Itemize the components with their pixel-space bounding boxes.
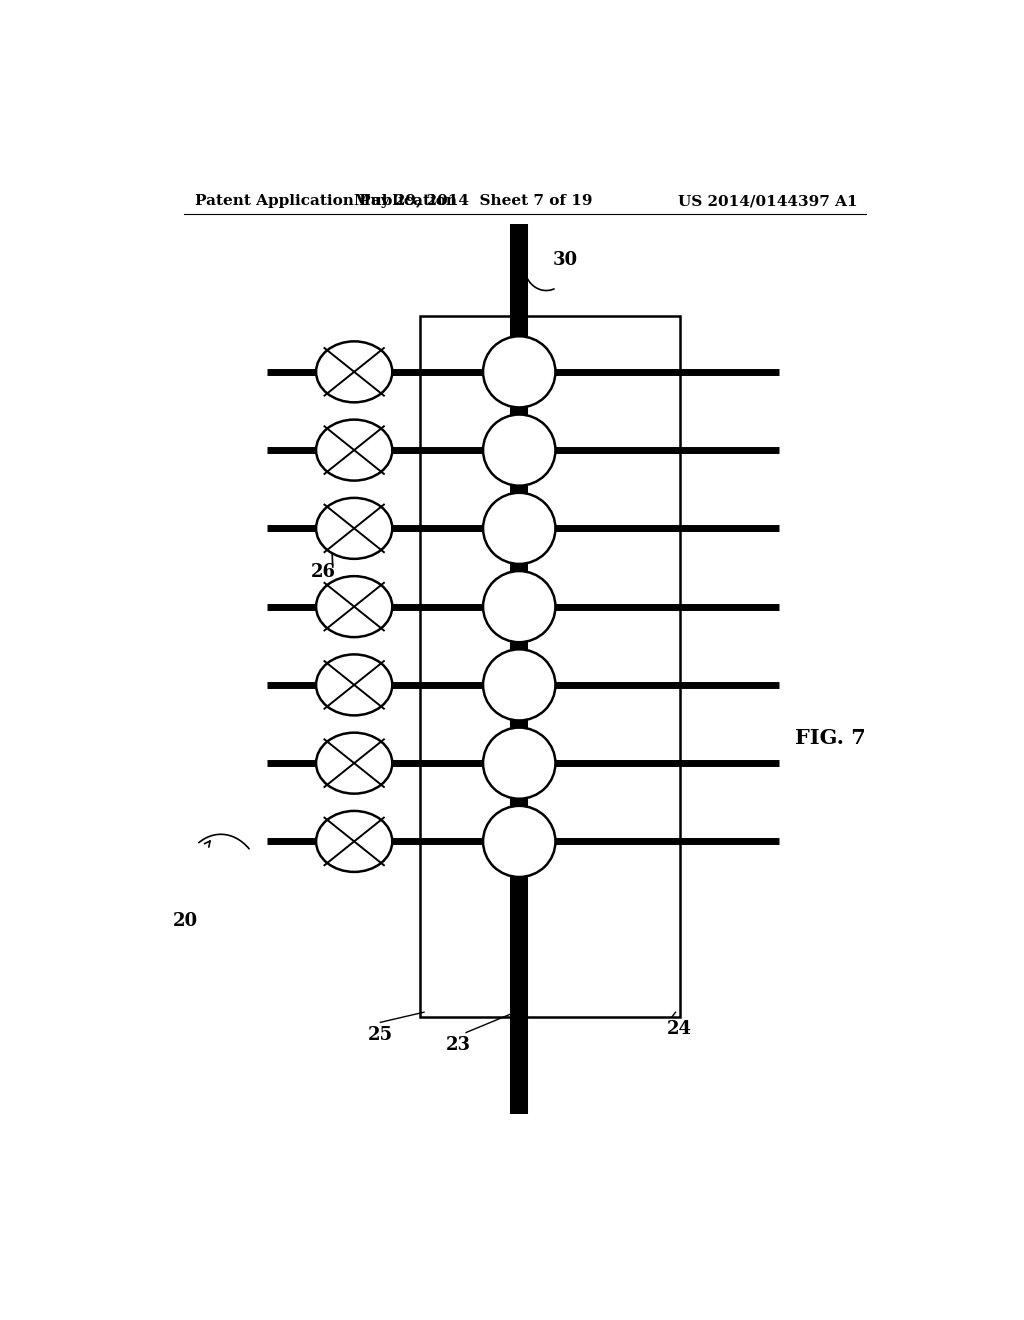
Ellipse shape: [316, 810, 392, 873]
Text: 20: 20: [173, 912, 198, 929]
Text: 25: 25: [368, 1026, 393, 1044]
Ellipse shape: [316, 498, 392, 558]
Text: Patent Application Publication: Patent Application Publication: [196, 194, 458, 209]
Ellipse shape: [316, 420, 392, 480]
Ellipse shape: [483, 649, 555, 721]
Ellipse shape: [316, 733, 392, 793]
Text: May 29, 2014  Sheet 7 of 19: May 29, 2014 Sheet 7 of 19: [354, 194, 593, 209]
Ellipse shape: [316, 342, 392, 403]
Text: US 2014/0144397 A1: US 2014/0144397 A1: [679, 194, 858, 209]
Text: FIG. 7: FIG. 7: [795, 727, 865, 747]
Ellipse shape: [483, 805, 555, 876]
Ellipse shape: [483, 727, 555, 799]
Ellipse shape: [483, 337, 555, 408]
Ellipse shape: [483, 492, 555, 564]
Text: 23: 23: [445, 1036, 471, 1053]
Ellipse shape: [316, 576, 392, 638]
Bar: [420, 315, 680, 1018]
Ellipse shape: [483, 414, 555, 486]
Text: 30: 30: [553, 251, 578, 269]
Text: 26: 26: [310, 564, 336, 581]
Ellipse shape: [483, 572, 555, 643]
Ellipse shape: [316, 655, 392, 715]
Text: 24: 24: [667, 1020, 692, 1039]
